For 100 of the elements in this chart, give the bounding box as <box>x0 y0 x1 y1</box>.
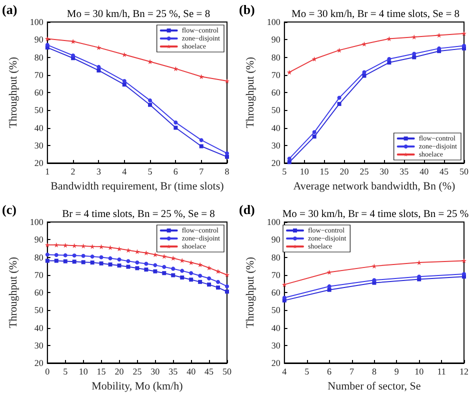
text: (a) <box>2 2 18 17</box>
point <box>327 287 332 292</box>
x-tick-label: 30 <box>150 366 160 376</box>
point <box>312 56 317 62</box>
x-tick-label: 5 <box>63 366 68 376</box>
point <box>126 264 130 268</box>
x-tick-label: 5 <box>282 166 288 176</box>
point <box>63 258 68 263</box>
point <box>387 57 392 62</box>
chart-title: Mo = 30 km/h, Bn = 25 %, Se = 8 <box>66 9 210 20</box>
point <box>188 260 194 265</box>
x-axis-title: Mobility, Mo (km/h) <box>92 380 184 392</box>
point <box>312 134 316 139</box>
y-tick-label: 90 <box>34 234 44 244</box>
y-tick-label: 40 <box>34 322 44 332</box>
text: (d) <box>239 202 255 216</box>
point <box>117 263 122 268</box>
y-tick-label: 20 <box>34 358 44 368</box>
y-tick-label: 30 <box>34 340 44 350</box>
x-tick-label: 12 <box>460 366 468 376</box>
point <box>287 160 292 164</box>
x-tick-label: 35 <box>400 166 410 176</box>
x-tick-label: 8 <box>372 366 377 376</box>
y-axis-title: Throughput (%) <box>8 56 20 128</box>
y-tick-label: 50 <box>34 304 44 315</box>
x-tick-label: 4 <box>282 366 288 376</box>
y-tick-label: 100 <box>266 17 281 27</box>
point <box>126 258 130 263</box>
point <box>148 59 153 64</box>
point <box>99 254 104 259</box>
point <box>207 282 212 286</box>
point <box>387 60 392 65</box>
x-tick-label: 50 <box>460 166 469 176</box>
y-tick-label: 40 <box>271 322 281 332</box>
point <box>81 253 86 258</box>
y-axis-title: Throughput (%) <box>244 56 256 128</box>
point <box>462 30 466 36</box>
point <box>96 68 101 72</box>
point <box>90 260 94 264</box>
x-tick-label: 6 <box>327 366 332 376</box>
point <box>216 285 220 290</box>
x-tick-label: 8 <box>224 166 230 176</box>
x-tick-label: 1 <box>45 166 50 176</box>
point <box>327 284 332 288</box>
point <box>362 42 367 47</box>
point <box>199 138 204 142</box>
point <box>162 264 166 268</box>
y-tick-label: 20 <box>271 358 281 368</box>
y-axis-title: Throughput (%) <box>8 256 20 328</box>
point <box>45 252 50 256</box>
point <box>144 267 148 272</box>
text: (c) <box>2 202 16 216</box>
point <box>135 266 140 270</box>
point <box>135 260 140 264</box>
point <box>126 247 131 252</box>
y-tick-label: 90 <box>34 34 44 45</box>
point <box>44 36 50 42</box>
point <box>81 260 86 264</box>
point <box>152 252 158 257</box>
x-tick-label: 6 <box>173 166 178 176</box>
point <box>45 258 50 262</box>
y-tick-label: 80 <box>34 252 44 262</box>
point <box>122 79 126 84</box>
x-tick-label: 7 <box>350 366 354 376</box>
point <box>63 252 68 257</box>
point <box>282 295 286 300</box>
point <box>62 242 68 248</box>
point <box>171 272 176 277</box>
x-tick-label: 50 <box>222 366 232 376</box>
point <box>282 282 287 287</box>
point <box>72 242 77 248</box>
point <box>412 34 417 40</box>
point <box>122 82 126 87</box>
point <box>173 66 178 72</box>
y-tick-label: 80 <box>271 252 281 262</box>
x-tick-label: 7 <box>199 166 204 176</box>
point <box>437 46 442 50</box>
x-tick-label: 5 <box>148 166 153 176</box>
y-tick-label: 40 <box>271 122 281 133</box>
point <box>198 279 202 284</box>
point <box>148 98 152 102</box>
point <box>180 268 184 272</box>
point <box>417 274 422 278</box>
point <box>198 273 202 278</box>
point <box>287 156 292 161</box>
y-tick-label: 40 <box>34 122 44 133</box>
x-tick-label: 40 <box>420 166 430 176</box>
y-tick-label: 60 <box>34 287 44 297</box>
point <box>436 32 442 38</box>
y-tick-label: 30 <box>271 140 281 150</box>
x-axis-title: Number of sector, Se <box>328 380 421 392</box>
y-tick-label: 70 <box>271 269 281 280</box>
point <box>153 268 158 273</box>
point <box>70 38 76 44</box>
point <box>99 260 104 265</box>
y-tick-label: 70 <box>34 70 44 80</box>
y-tick-label: 100 <box>30 216 44 226</box>
point <box>207 276 212 280</box>
point <box>180 275 184 280</box>
x-tick-label: 20 <box>340 166 350 176</box>
